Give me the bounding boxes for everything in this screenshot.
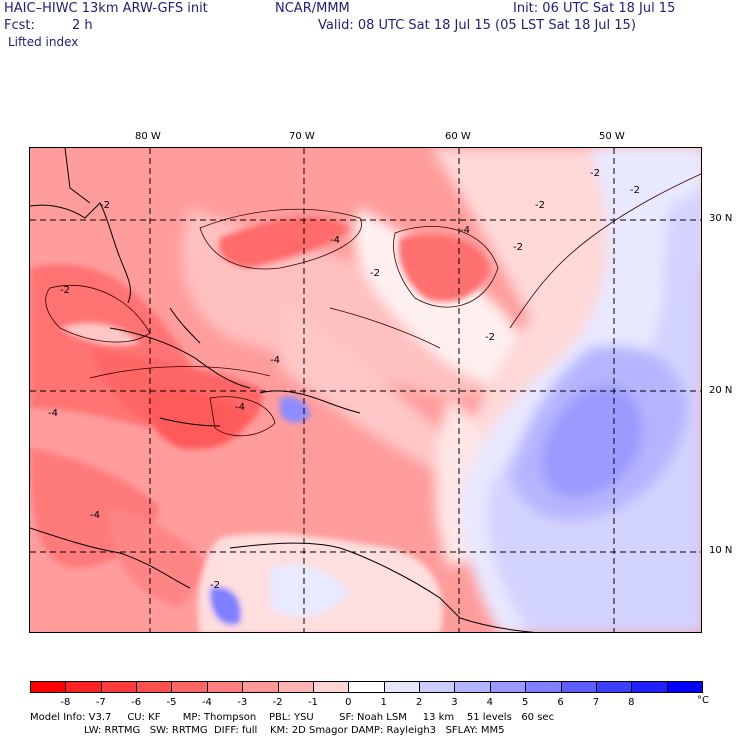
colorbar-swatch bbox=[419, 681, 456, 693]
lat-label-10n: 10 N bbox=[709, 545, 733, 556]
lon-label-70w: 70 W bbox=[289, 131, 315, 142]
colorbar-swatch bbox=[206, 681, 244, 693]
forecast-hours: 2 h bbox=[72, 18, 93, 33]
contour-label: -4 bbox=[270, 355, 280, 366]
colorbar-swatch bbox=[100, 681, 138, 693]
contour-label: -4 bbox=[330, 235, 340, 246]
colorbar-swatch bbox=[489, 681, 527, 693]
colorbar-swatch bbox=[631, 681, 668, 693]
colorbar-swatch bbox=[171, 681, 208, 693]
colorbar-swatch bbox=[454, 681, 491, 693]
colorbar-tick-label: -4 bbox=[201, 697, 212, 708]
colorbar-swatch bbox=[525, 681, 562, 693]
lon-label-60w: 60 W bbox=[445, 131, 471, 142]
colorbar-tick-label: -2 bbox=[272, 697, 283, 708]
colorbar-tick-label: -1 bbox=[307, 697, 318, 708]
lat-label-20n: 20 N bbox=[709, 385, 733, 396]
colorbar-tick-label: -8 bbox=[60, 697, 71, 708]
colorbar-swatch bbox=[242, 681, 279, 693]
forecast-label: Fcst: bbox=[4, 18, 35, 33]
colorbar-swatch bbox=[136, 681, 173, 693]
colorbar-tick-label: 2 bbox=[415, 697, 423, 708]
colorbar-swatch bbox=[312, 681, 350, 693]
colorbar-unit: °C bbox=[697, 695, 709, 706]
colorbar-swatch bbox=[666, 681, 703, 693]
colorbar-swatch bbox=[383, 681, 421, 693]
contour-label: -4 bbox=[235, 402, 245, 413]
colorbar-tick-label: 1 bbox=[380, 697, 387, 708]
contour-label: -2 bbox=[590, 168, 600, 179]
contour-label: -4 bbox=[460, 225, 470, 236]
organization: NCAR/MMM bbox=[275, 1, 350, 16]
colorbar-tick-label: 0 bbox=[345, 697, 352, 708]
colorbar-tick-label: 4 bbox=[486, 697, 493, 708]
contour-label: -2 bbox=[513, 242, 523, 253]
colorbar-swatch bbox=[277, 681, 314, 693]
colorbar-tick-label: 5 bbox=[521, 697, 529, 708]
colorbar-tick-label: -6 bbox=[131, 697, 142, 708]
lifted-index-map: -2 -2 -2 -2 -2 -2 -2 -2 -4 -4 -4 -4 -4 -… bbox=[29, 147, 702, 633]
model-title: HAIC–HIWC 13km ARW-GFS init bbox=[4, 1, 208, 16]
map-canvas: -2 -2 -2 -2 -2 -2 -2 -2 -4 -4 -4 -4 -4 -… bbox=[30, 148, 701, 632]
colorbar-swatch bbox=[560, 681, 597, 693]
colorbar-tick-label: -5 bbox=[166, 697, 177, 708]
colorbar-tick-label: 8 bbox=[628, 697, 635, 708]
init-time: Init: 06 UTC Sat 18 Jul 15 bbox=[513, 1, 676, 16]
colorbar-swatch bbox=[348, 681, 385, 693]
field-name: Lifted index bbox=[8, 35, 79, 49]
colorbar-swatch bbox=[30, 681, 67, 693]
colorbar-tick-label: 3 bbox=[451, 697, 458, 708]
contour-label: -4 bbox=[48, 408, 58, 419]
contour-label: -2 bbox=[60, 285, 70, 296]
valid-time: Valid: 08 UTC Sat 18 Jul 15 (05 LST Sat … bbox=[318, 18, 636, 33]
colorbar-tick-label: 6 bbox=[557, 697, 564, 708]
colorbar-tick-label: 7 bbox=[592, 697, 600, 708]
lon-label-80w: 80 W bbox=[135, 131, 161, 142]
model-info-line1: Model Info: V3.7 CU: KF MP: Thompson PBL… bbox=[30, 712, 555, 723]
contour-label: -2 bbox=[630, 185, 640, 196]
colorbar-tick-label: -3 bbox=[237, 697, 248, 708]
contour-label: -2 bbox=[210, 580, 220, 591]
contour-label: -2 bbox=[535, 200, 545, 211]
lat-label-30n: 30 N bbox=[709, 213, 733, 224]
contour-label: -4 bbox=[90, 510, 100, 521]
contour-label: -2 bbox=[370, 268, 380, 279]
lon-label-50w: 50 W bbox=[599, 131, 625, 142]
colorbar-tick-label: -7 bbox=[95, 697, 106, 708]
contour-label: -2 bbox=[485, 332, 495, 343]
model-info-line2: LW: RRTMG SW: RRTMG DIFF: full KM: 2D Sm… bbox=[30, 725, 505, 736]
colorbar-swatch bbox=[595, 681, 633, 693]
colorbar-swatch bbox=[65, 681, 102, 693]
contour-label: -2 bbox=[100, 200, 110, 211]
